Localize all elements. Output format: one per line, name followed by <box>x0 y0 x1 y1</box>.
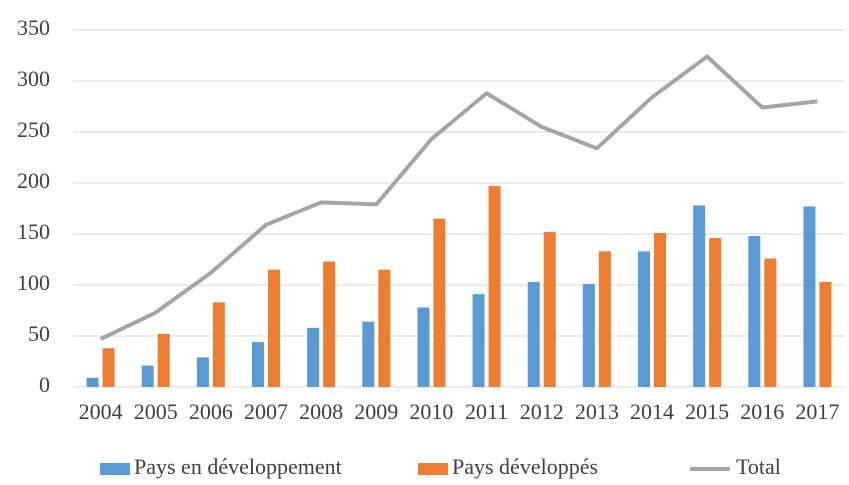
bar <box>157 333 170 387</box>
bar <box>709 238 722 387</box>
bar <box>582 283 595 387</box>
x-tick-label: 2006 <box>189 399 233 424</box>
x-tick-label: 2011 <box>465 399 508 424</box>
bar <box>417 307 430 387</box>
y-tick-label: 350 <box>17 15 50 40</box>
y-tick-label: 0 <box>39 372 50 397</box>
bar <box>378 269 391 387</box>
x-tick-label: 2017 <box>795 399 839 424</box>
bar <box>693 205 706 387</box>
bar <box>362 321 375 387</box>
bar <box>433 218 446 387</box>
bar <box>212 302 225 387</box>
y-tick-label: 300 <box>17 66 50 91</box>
bar <box>803 206 816 387</box>
bar <box>543 231 556 387</box>
bar <box>748 236 761 387</box>
x-tick-label: 2004 <box>79 399 123 424</box>
legend-label: Pays en développement <box>134 454 342 479</box>
bar <box>86 377 99 387</box>
bar <box>268 269 280 387</box>
x-tick-label: 2010 <box>409 399 453 424</box>
y-tick-label: 200 <box>17 168 50 193</box>
x-tick-label: 2014 <box>630 399 674 424</box>
x-tick-label: 2015 <box>685 399 729 424</box>
bar <box>252 342 264 387</box>
bar <box>764 258 777 387</box>
bar <box>488 186 501 387</box>
bar <box>196 357 209 387</box>
y-tick-label: 250 <box>17 117 50 142</box>
legend-label: Pays développés <box>452 454 598 479</box>
legend-swatch <box>418 463 448 475</box>
y-tick-label: 50 <box>28 321 50 346</box>
x-tick-label: 2013 <box>575 399 619 424</box>
legend-swatch <box>100 463 130 475</box>
y-tick-label: 100 <box>17 270 50 295</box>
bar <box>141 365 154 387</box>
bar <box>472 294 485 387</box>
bar <box>323 261 336 387</box>
line <box>99 54 818 341</box>
x-tick-label: 2005 <box>134 399 178 424</box>
x-tick-label: 2016 <box>740 399 784 424</box>
bar <box>598 251 611 387</box>
y-tick-label: 150 <box>17 219 50 244</box>
bar <box>654 232 666 387</box>
bar <box>307 327 320 387</box>
bar <box>819 281 832 387</box>
x-tick-label: 2007 <box>244 399 288 424</box>
legend-label: Total <box>736 454 781 479</box>
x-tick-label: 2009 <box>354 399 398 424</box>
bar <box>102 348 115 387</box>
x-tick-label: 2012 <box>520 399 564 424</box>
bar <box>527 281 540 387</box>
bar <box>638 251 650 387</box>
x-tick-label: 2008 <box>299 399 343 424</box>
